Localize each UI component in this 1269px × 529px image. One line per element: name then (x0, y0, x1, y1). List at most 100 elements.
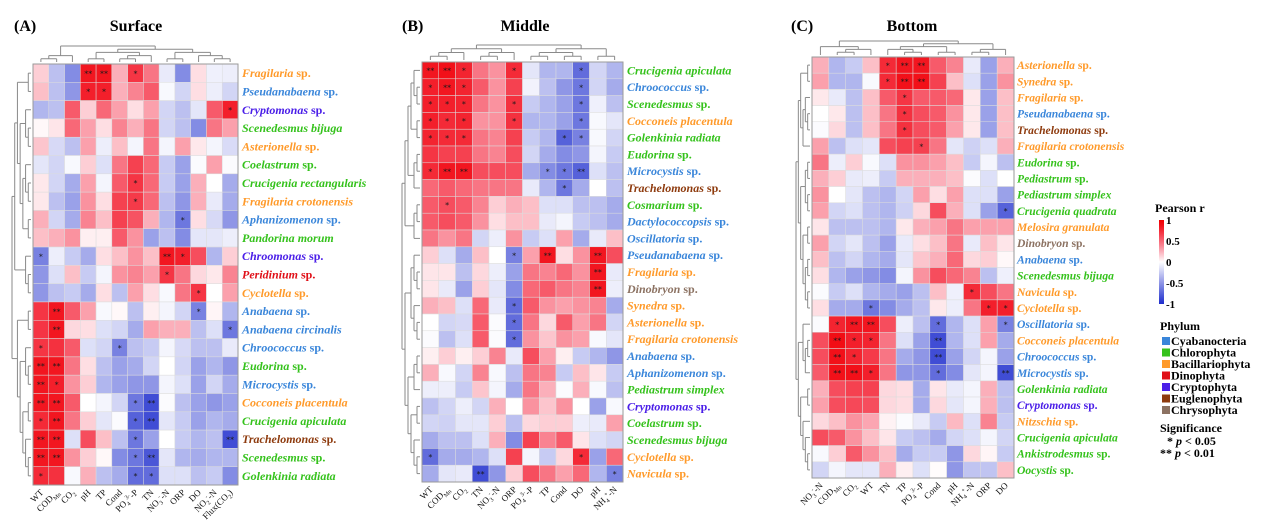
heatmap-cell (190, 82, 207, 101)
heatmap-cell (963, 445, 981, 463)
heatmap-cell (980, 170, 998, 187)
heatmap-cell (522, 112, 540, 130)
heatmap-cell (438, 364, 456, 382)
heatmap-cell (438, 380, 456, 399)
heatmap-cell (980, 429, 998, 446)
species-epithet: sp. (678, 349, 695, 363)
heatmap-cell (95, 265, 113, 284)
column-label: CO2 (450, 484, 470, 504)
heatmap-cell (522, 61, 540, 80)
heatmap-cell (946, 202, 964, 220)
heatmap-cell (174, 429, 191, 449)
species-epithet: sp. (1065, 302, 1082, 315)
row-label: Oocystis sp. (1017, 464, 1074, 477)
heatmap-cell (48, 173, 65, 193)
heatmap-cell (606, 95, 624, 113)
heatmap-cell (895, 380, 914, 398)
heatmap-cell (980, 267, 998, 284)
heatmap-cell (912, 445, 931, 463)
heatmap-cell (572, 296, 590, 315)
genus-name: Navicula (1016, 286, 1060, 299)
species-epithet: sp. (302, 139, 319, 153)
significance-mark: ** (460, 167, 468, 176)
heatmap-cell (555, 330, 573, 348)
heatmap-cell (32, 320, 50, 339)
panel-label: (C) (791, 18, 813, 35)
significance-mark: * (579, 67, 583, 76)
heatmap-cell (996, 332, 1015, 349)
species-epithet: sp. (684, 164, 701, 178)
heatmap-cell (127, 338, 144, 358)
species-epithet: sp. (672, 467, 689, 481)
heatmap-cell (472, 162, 490, 180)
significance-mark: * (903, 110, 907, 119)
heatmap-cell (95, 448, 113, 467)
heatmap-cell (143, 173, 160, 193)
row-label: Anabaena sp. (241, 304, 310, 318)
row-label: Dactylococcopsis sp. (626, 215, 729, 229)
heatmap-cell (48, 100, 65, 120)
heatmap-cell (421, 431, 439, 449)
heatmap-cell (811, 72, 830, 90)
heatmap-cell (488, 78, 506, 96)
heatmap-cell (111, 155, 128, 175)
heatmap-cell (472, 347, 490, 365)
heatmap-cell (190, 411, 207, 431)
heatmap-cell (190, 338, 207, 358)
heatmap-cell (589, 431, 607, 449)
heatmap-cell (539, 313, 557, 332)
significance-mark: ** (53, 435, 61, 444)
significance-mark: ** (37, 381, 45, 390)
heatmap-cell (158, 283, 176, 303)
row-label: Cyclotella sp. (627, 450, 694, 464)
heatmap-cell (455, 212, 473, 231)
heatmap-cell (522, 280, 540, 298)
heatmap-cell (539, 431, 557, 449)
heatmap-cell (811, 218, 830, 236)
heatmap-cell (505, 212, 523, 231)
heatmap-cell (895, 170, 914, 187)
genus-name: Crucigenia (242, 414, 297, 428)
species-epithet: sp. (323, 213, 340, 227)
genus-name: Crucigenia (627, 63, 682, 77)
heatmap-cell (996, 445, 1015, 463)
row-label: Cocconeis placentula (1017, 334, 1119, 347)
heatmap-cell (862, 412, 880, 430)
heatmap-cell (539, 95, 557, 113)
heatmap-cell (174, 338, 191, 358)
heatmap-cell (206, 283, 223, 303)
heatmap-cell (555, 464, 573, 483)
heatmap-cell (539, 347, 557, 365)
heatmap-cell (879, 299, 897, 317)
heatmap-cell (95, 356, 113, 376)
heatmap-cell (862, 153, 880, 171)
heatmap-cell (505, 431, 523, 449)
heatmap-cell (472, 313, 490, 332)
species-epithet: sp. (678, 265, 695, 279)
heatmap-cell (421, 296, 439, 315)
heatmap-cell (606, 296, 624, 315)
colorbar-tick-label: -1 (1166, 299, 1175, 311)
significance-mark: * (462, 134, 466, 143)
heatmap-cell (64, 283, 81, 303)
row-label: Anabaena sp. (1016, 253, 1083, 266)
heatmap-cell (221, 246, 239, 266)
heatmap-cell (174, 283, 191, 303)
heatmap-cell (190, 100, 207, 120)
legend-swatch (1162, 348, 1170, 357)
heatmap-cell (929, 234, 947, 252)
heatmap-cell (488, 112, 506, 130)
genus-name: Fragilaria (626, 265, 678, 279)
heatmap-cell (980, 186, 998, 203)
heatmap-cell (455, 229, 473, 248)
genus-name: Cryptomonas (627, 399, 693, 413)
row-label: Oscillatoria sp. (627, 231, 702, 245)
heatmap-cell (421, 280, 439, 298)
heatmap-cell (48, 155, 65, 175)
heatmap-cell (895, 445, 914, 463)
genus-name: Chroococcus (1017, 351, 1080, 364)
heatmap-cell (111, 301, 128, 321)
heatmap-cell (862, 283, 880, 301)
species-epithet: sp. (692, 80, 709, 94)
